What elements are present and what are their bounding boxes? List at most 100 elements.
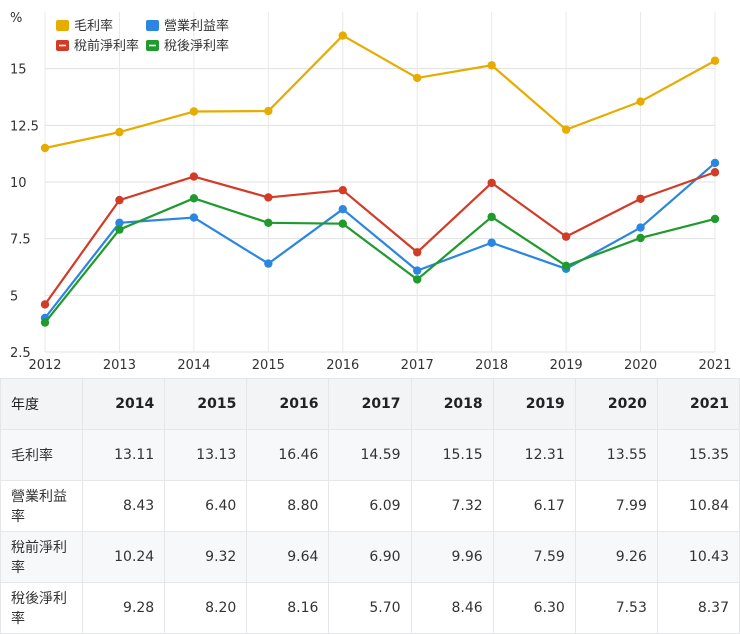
legend-label: 毛利率 (74, 18, 113, 34)
table-header-row: 年度 2014 2015 2016 2017 2018 2019 2020 20… (0, 378, 740, 430)
legend-label: 稅後淨利率 (164, 38, 229, 54)
table-row-label: 營業利益率 (0, 480, 84, 532)
data-point (487, 178, 496, 188)
data-point (487, 238, 496, 247)
table-cell: 10.84 (656, 480, 740, 532)
data-point (338, 205, 347, 214)
data-point (115, 218, 124, 227)
line-chart: 2.5 5 7.5 10 12.5 15% 2012 2013 2014 2015 2016 2017… (10, 11, 732, 373)
table-col-header: 2018 (410, 378, 494, 430)
y-tick-label: 12.5 (10, 119, 39, 134)
x-tick-label: 2015 (252, 358, 285, 373)
table-cell: 7.32 (410, 480, 494, 532)
table-row: 營業利益率 8.43 6.40 8.80 6.09 7.32 6.17 7.99 10.84 (0, 480, 740, 532)
table-cell: 7.59 (492, 531, 576, 583)
table-row: 稅後淨利率 9.28 8.20 8.16 5.70 8.46 6.30 7.53 8.37 (0, 582, 740, 634)
data-point (710, 168, 720, 177)
data-point (115, 225, 124, 234)
data-point (40, 300, 50, 309)
x-tick-label: 2012 (28, 358, 61, 373)
x-tick-label: 2019 (550, 358, 583, 373)
table-corner-label: 年度 (0, 378, 84, 430)
table-col-header: 2019 (492, 378, 576, 430)
data-point (115, 195, 124, 205)
table-cell: 6.17 (492, 480, 576, 532)
table-cell: 7.53 (574, 582, 658, 634)
table-cell: 13.13 (164, 429, 248, 481)
table-row-label: 稅後淨利率 (0, 582, 84, 634)
series-line (44, 197, 716, 324)
data-point (413, 73, 422, 83)
data-point (189, 172, 199, 181)
x-tick-label: 2017 (401, 358, 434, 373)
table-cell: 8.80 (246, 480, 330, 532)
data-point (264, 106, 273, 116)
table-cell: 9.26 (574, 531, 658, 583)
table-row: 毛利率 13.11 13.13 16.46 14.59 15.15 12.31 13.55 15… (0, 429, 740, 481)
table-cell: 15.15 (410, 429, 494, 481)
x-tick-label: 2018 (475, 358, 508, 373)
table-col-header: 2020 (574, 378, 658, 430)
data-point (561, 232, 571, 241)
series-line (44, 171, 716, 306)
data-point (189, 107, 199, 116)
table-col-header: 2014 (82, 378, 166, 430)
legend-swatch (56, 20, 69, 31)
data-point (338, 185, 347, 195)
data-point (710, 158, 720, 168)
y-tick-label: 7.5 (10, 233, 31, 248)
table-body: 毛利率 13.11 13.13 16.46 14.59 15.15 12.31 13.55 15… (0, 429, 740, 634)
table-cell: 6.40 (164, 480, 248, 532)
table-cell: 6.90 (328, 531, 412, 583)
x-tick-label: 2014 (177, 358, 210, 373)
table-col-header: 2021 (656, 378, 740, 430)
data-point (338, 219, 347, 228)
table-cell: 9.64 (246, 531, 330, 583)
data-point (636, 233, 645, 243)
data-point (710, 214, 720, 224)
table-cell: 10.24 (82, 531, 166, 583)
table-row-label: 毛利率 (0, 429, 84, 481)
table-cell: 8.20 (164, 582, 248, 634)
y-unit-label: % (10, 11, 22, 26)
y-tick-label: 2.5 (10, 346, 31, 361)
data-point (636, 223, 645, 232)
table-cell: 6.30 (492, 582, 576, 634)
table-cell: 9.96 (410, 531, 494, 583)
data-point (561, 261, 571, 271)
data-point (413, 275, 422, 284)
chart-svg: 2.5 5 7.5 10 12.5 15% 2012 2013 2014 2015 2016 2017… (10, 11, 732, 373)
data-point (487, 212, 496, 222)
table-cell: 13.11 (82, 429, 166, 481)
data-point (487, 61, 496, 70)
table-cell: 15.35 (656, 429, 740, 481)
x-tick-label: 2016 (326, 358, 359, 373)
table-cell: 12.31 (492, 429, 576, 481)
data-point (264, 218, 273, 227)
table-cell: 9.32 (164, 531, 248, 583)
legend-label: 稅前淨利率 (74, 38, 139, 54)
data-point (636, 194, 645, 203)
table-cell: 5.70 (328, 582, 412, 634)
data-point (338, 31, 347, 40)
x-tick-label: 2020 (624, 358, 657, 373)
table-cell: 9.28 (82, 582, 166, 634)
x-tick-label: 2021 (698, 358, 731, 373)
table-cell: 10.43 (656, 531, 740, 583)
table-cell: 6.09 (328, 480, 412, 532)
y-tick-label: 10 (10, 176, 27, 191)
data-point (40, 143, 50, 153)
table-col-header: 2016 (246, 378, 330, 430)
data-table: 年度 2014 2015 2016 2017 2018 2019 2020 20… (0, 378, 740, 634)
table-cell: 8.43 (82, 480, 166, 532)
data-point (115, 127, 124, 137)
data-point (413, 266, 422, 275)
data-point (189, 194, 199, 203)
y-tick-label: 5 (10, 289, 18, 304)
table-cell: 8.46 (410, 582, 494, 634)
table-cell: 8.16 (246, 582, 330, 634)
legend-swatch (146, 20, 159, 31)
data-point (561, 125, 571, 134)
data-point (264, 193, 273, 202)
y-tick-label: 15 (10, 63, 27, 78)
